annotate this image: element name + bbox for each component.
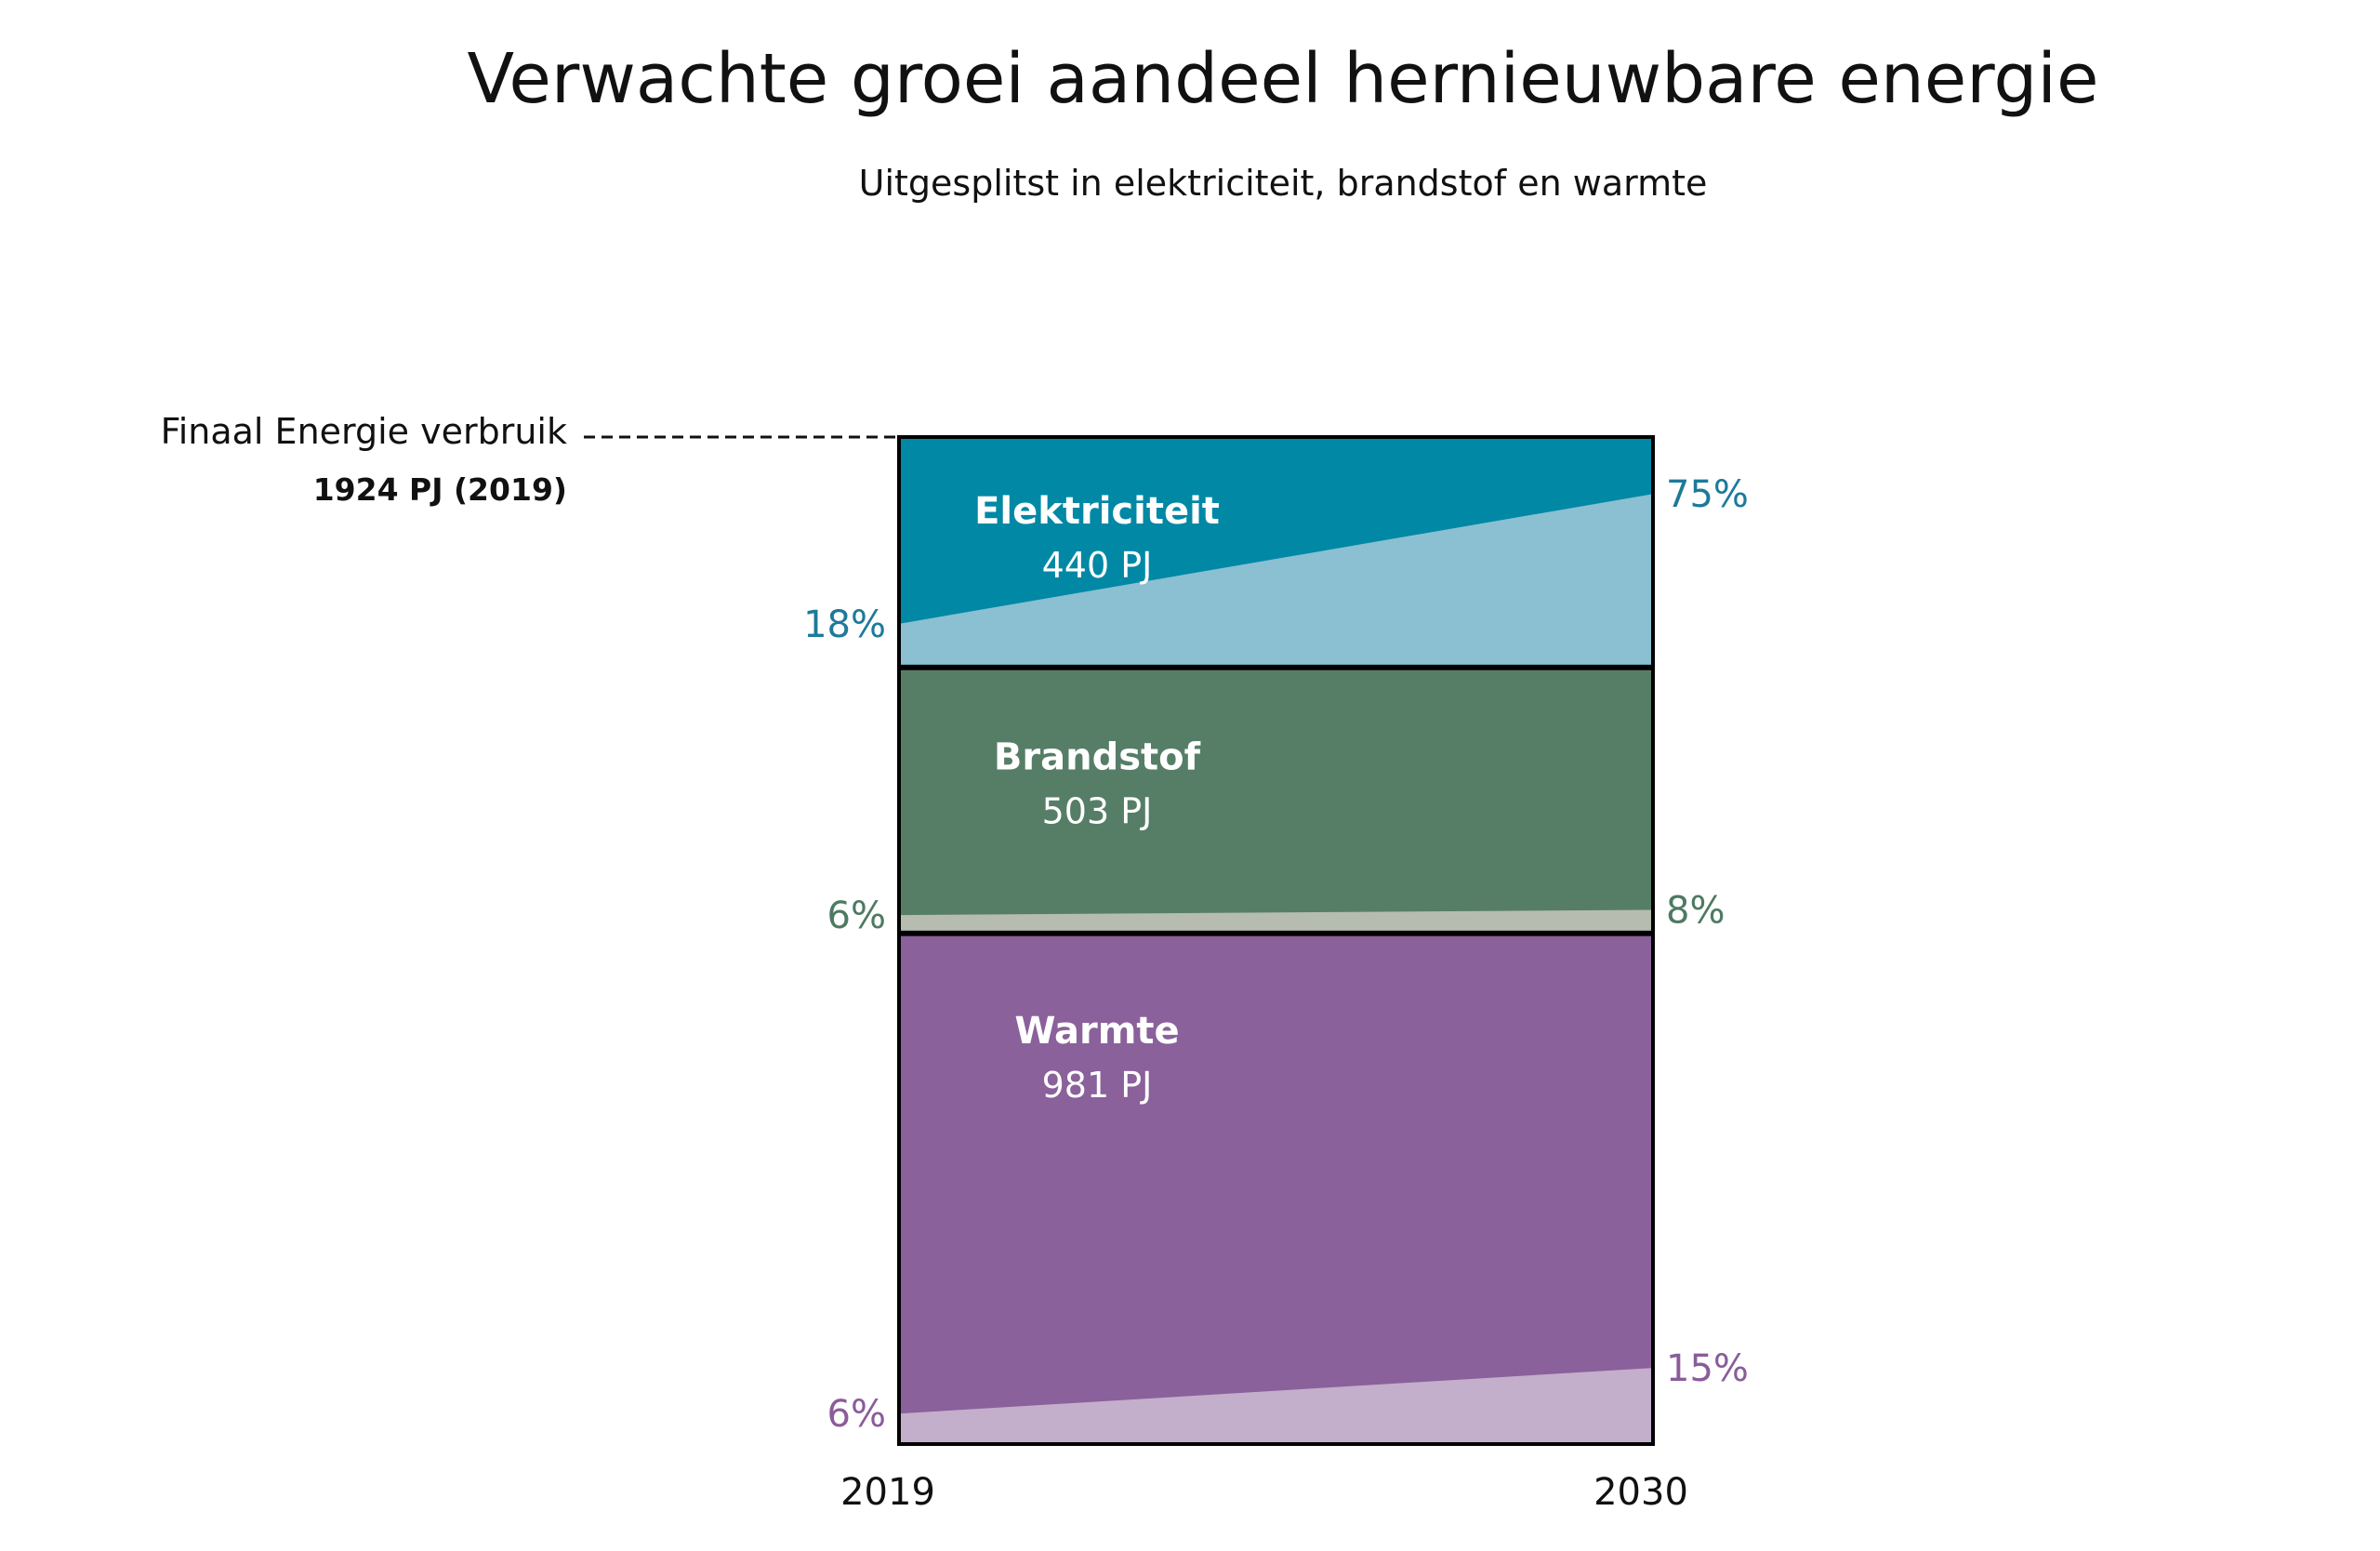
x-tick-2030: 2030: [1593, 1471, 1688, 1514]
warmte-total-area: [899, 935, 1653, 1444]
total-consumption-value: 1924 PJ (2019): [313, 471, 567, 508]
stacked-bar: Elektriciteit 440 PJ 18% 75% Brandstof 503 PJ…: [803, 435, 1749, 1446]
total-consumption-label: Finaal Energie verbruik: [161, 411, 567, 452]
brandstof-share-2030: 8%: [1666, 890, 1725, 933]
brandstof-total-area: [899, 669, 1653, 931]
warmte-share-2019: 6%: [827, 1393, 886, 1436]
warmte-label: Warmte: [1014, 1010, 1179, 1053]
warmte-renewable-area: [899, 1368, 1653, 1444]
brandstof-label: Brandstof: [994, 736, 1201, 778]
warmte-share-2030: 15%: [1666, 1347, 1749, 1390]
brandstof-value-label: 503 PJ: [1042, 790, 1153, 831]
elektriciteit-label: Elektriciteit: [974, 490, 1220, 533]
chart-subtitle: Uitgesplitst in elektriciteit, brandstof…: [859, 163, 1708, 204]
elektriciteit-share-2019: 18%: [803, 603, 886, 646]
brandstof-renewable-area: [899, 909, 1653, 931]
chart-title: Verwachte groei aandeel hernieuwbare ene…: [468, 39, 2099, 119]
elektriciteit-renewable-area: [899, 494, 1653, 665]
elektriciteit-share-2030: 75%: [1666, 473, 1749, 516]
brandstof-share-2019: 6%: [827, 895, 886, 937]
elektriciteit-value-label: 440 PJ: [1042, 545, 1153, 586]
bar-outline: [897, 435, 1655, 1446]
warmte-value-label: 981 PJ: [1042, 1065, 1153, 1106]
x-tick-2019: 2019: [840, 1471, 935, 1514]
